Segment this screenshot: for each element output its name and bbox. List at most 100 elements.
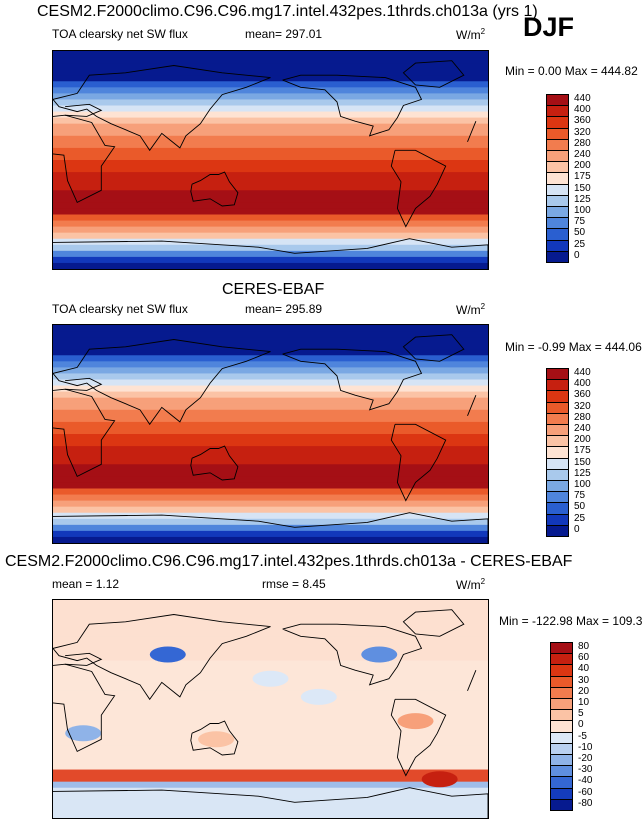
- field-band: [53, 660, 488, 668]
- field-band: [53, 349, 488, 356]
- field-band: [53, 636, 488, 643]
- field-band: [53, 250, 488, 258]
- field-band: [53, 745, 488, 752]
- field-band: [53, 618, 488, 625]
- coastline: [390, 698, 447, 777]
- field-band: [53, 147, 488, 155]
- field-band: [53, 811, 488, 818]
- panel1-map: [52, 50, 489, 270]
- field-band: [53, 220, 488, 228]
- anomaly-patch: [149, 646, 186, 663]
- field-band: [53, 642, 488, 650]
- colorbar-label: 360: [574, 389, 591, 401]
- colorbar-label: 175: [574, 171, 591, 183]
- field-band: [53, 325, 488, 332]
- anomaly-patch: [252, 670, 289, 687]
- field-band: [53, 805, 488, 813]
- colorbar-label: 400: [574, 378, 591, 390]
- field-band: [53, 530, 488, 538]
- field-band: [53, 244, 488, 252]
- anomaly-patch: [65, 725, 102, 742]
- field-band: [53, 434, 488, 441]
- field-band: [53, 331, 488, 338]
- anomaly-patch: [300, 688, 337, 705]
- colorbar-label: 100: [574, 479, 591, 490]
- field-band: [53, 367, 488, 375]
- panel3-map: [52, 599, 489, 819]
- panel2-units: W/m2: [456, 302, 486, 317]
- field-band: [53, 606, 488, 613]
- field-band: [53, 506, 488, 514]
- coastline: [402, 60, 465, 88]
- colorbar-label: -80: [578, 797, 593, 809]
- panel3-minmax: Min = -122.98 Max = 109.39: [499, 614, 643, 628]
- field-band: [53, 727, 488, 734]
- field-band: [53, 99, 488, 107]
- colorbar-label: 50: [574, 227, 586, 239]
- field-band: [53, 488, 488, 496]
- field-band: [53, 129, 488, 137]
- field-band: [53, 196, 488, 203]
- coastline: [402, 334, 465, 362]
- colorbar-label: 40: [578, 663, 590, 675]
- coastline: [53, 512, 488, 543]
- colorbar-label: 150: [574, 182, 591, 194]
- field-band: [53, 105, 488, 113]
- field-band: [53, 654, 488, 662]
- field-band: [53, 403, 488, 411]
- panel3-colorbar: 80 60 40 30 20 10 5 0 -5 -10 -20 -30 -40 -60 -80: [550, 641, 610, 811]
- coastline: [282, 623, 423, 686]
- coastline: [390, 423, 447, 502]
- field-band: [53, 769, 488, 777]
- field-band: [53, 111, 488, 119]
- colorbar-swatch: [550, 798, 573, 811]
- colorbar-label: -20: [578, 753, 593, 764]
- colorbar-label: -60: [578, 786, 593, 798]
- colorbar-label: 25: [574, 512, 586, 524]
- panel3-mean: mean = 1.12: [52, 577, 120, 591]
- colorbar-label: -40: [578, 775, 593, 787]
- field-band: [53, 397, 488, 405]
- colorbar-label: 280: [574, 137, 591, 149]
- field-band: [53, 624, 488, 631]
- field-band: [53, 709, 488, 716]
- colorbar-label: 440: [574, 367, 591, 378]
- anomaly-patch: [198, 731, 235, 748]
- coastline: [282, 74, 423, 137]
- colorbar-label: 10: [578, 697, 590, 708]
- field-band: [53, 226, 488, 234]
- field-band: [53, 172, 488, 179]
- field-band: [53, 421, 488, 429]
- colorbar-label: 240: [574, 423, 591, 434]
- field-band: [53, 361, 488, 368]
- field-band: [53, 87, 488, 94]
- panel3-title: CESM2.F2000climo.C96.C96.mg17.intel.432p…: [5, 553, 573, 570]
- anomaly-patch: [361, 646, 398, 663]
- colorbar-label: 60: [578, 652, 590, 664]
- field-band: [53, 612, 488, 619]
- field-band: [53, 470, 488, 477]
- colorbar-label: 125: [574, 467, 591, 479]
- colorbar-label: 25: [574, 238, 586, 250]
- field-band: [53, 684, 488, 692]
- field-band: [53, 446, 488, 453]
- panel2-title: CERES-EBAF: [222, 281, 325, 298]
- field-band: [53, 536, 488, 543]
- field-band: [53, 184, 488, 191]
- colorbar-label: 0: [578, 719, 584, 731]
- field-band: [53, 190, 488, 197]
- field-band: [53, 690, 488, 698]
- field-band: [53, 427, 488, 435]
- colorbar-label: 240: [574, 149, 591, 160]
- field-band: [53, 63, 488, 70]
- panel2-minmax: Min = -0.99 Max = 444.06: [505, 340, 642, 354]
- field-band: [53, 721, 488, 728]
- field-band: [53, 93, 488, 101]
- field-band: [53, 787, 488, 795]
- field-band: [53, 696, 488, 704]
- field-band: [53, 733, 488, 740]
- field-band: [53, 500, 488, 508]
- field-band: [53, 373, 488, 381]
- anomaly-patch: [397, 713, 434, 730]
- colorbar-label: 440: [574, 93, 591, 104]
